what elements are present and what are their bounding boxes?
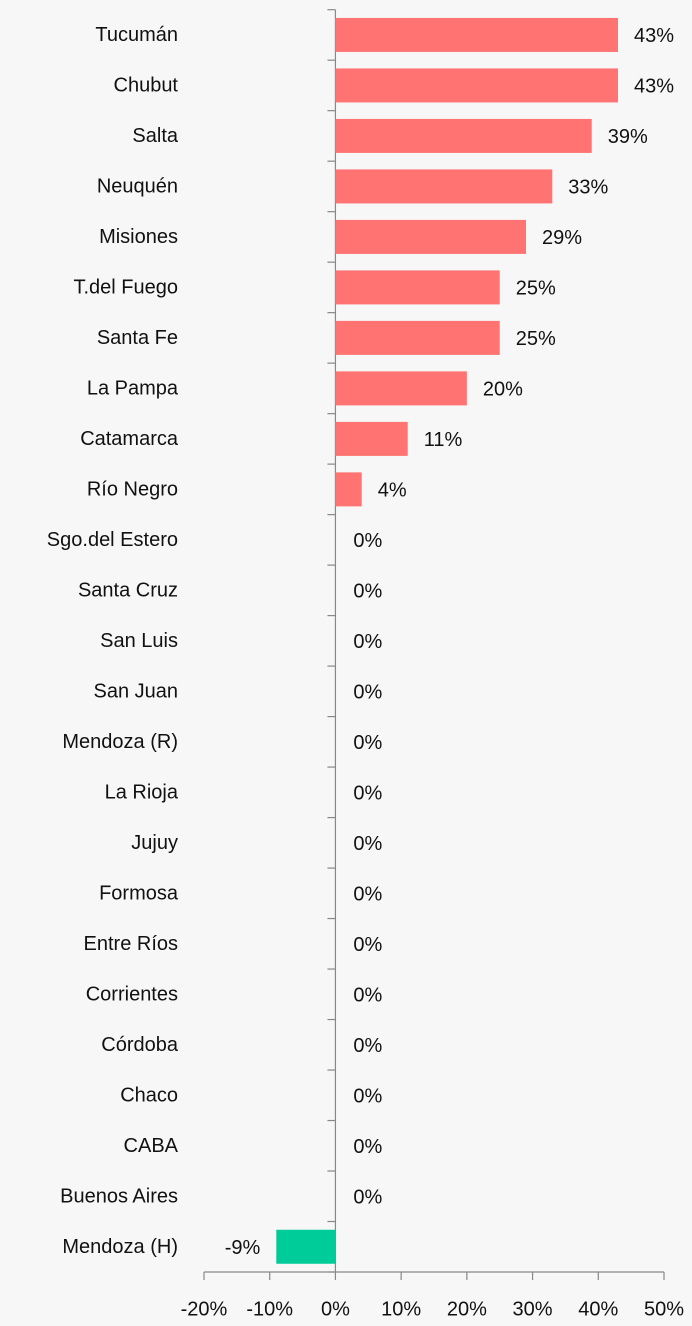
value-label: 0% xyxy=(353,530,382,552)
value-label: 0% xyxy=(353,631,382,653)
value-label: 0% xyxy=(353,833,382,855)
value-label: 0% xyxy=(353,1136,382,1158)
x-tick-label: 30% xyxy=(513,1298,553,1320)
category-label: San Luis xyxy=(100,630,178,652)
category-label: San Juan xyxy=(93,681,178,703)
category-label: Formosa xyxy=(99,883,179,905)
bar xyxy=(276,1229,336,1264)
category-label: Mendoza (R) xyxy=(62,731,178,753)
value-label: 0% xyxy=(353,732,382,754)
category-label: Misiones xyxy=(99,226,178,248)
category-label: T.del Fuego xyxy=(73,277,178,299)
category-label: La Pampa xyxy=(87,378,179,400)
category-label: Jujuy xyxy=(131,832,178,854)
value-label: 0% xyxy=(353,884,382,906)
category-label: Río Negro xyxy=(87,479,178,501)
bar xyxy=(335,169,553,204)
bar xyxy=(335,219,526,254)
category-label: Salta xyxy=(132,125,178,147)
category-label: Santa Fe xyxy=(97,327,178,349)
category-label: Mendoza (H) xyxy=(62,1236,178,1258)
value-label: 0% xyxy=(353,1035,382,1057)
x-tick-label: 40% xyxy=(578,1298,618,1320)
value-label: 29% xyxy=(542,227,582,249)
x-tick-label: 20% xyxy=(447,1298,487,1320)
category-label: Entre Ríos xyxy=(84,933,178,955)
x-tick-label: 50% xyxy=(644,1298,684,1320)
category-label: CABA xyxy=(124,1135,179,1157)
value-label: 20% xyxy=(483,379,523,401)
value-label: 0% xyxy=(353,934,382,956)
x-tick-label: 10% xyxy=(381,1298,421,1320)
category-label: Catamarca xyxy=(80,428,179,450)
value-label: 0% xyxy=(353,985,382,1007)
value-label: 43% xyxy=(634,25,674,47)
x-tick-label: -10% xyxy=(246,1298,293,1320)
value-label: 4% xyxy=(378,480,407,502)
category-label: Buenos Aires xyxy=(60,1186,178,1208)
value-label: 0% xyxy=(353,682,382,704)
value-label: 11% xyxy=(424,429,463,451)
value-label: 39% xyxy=(608,126,648,148)
bar xyxy=(335,472,362,507)
category-label: Corrientes xyxy=(86,984,178,1006)
category-label: Chaco xyxy=(120,1085,178,1107)
value-label: 25% xyxy=(516,278,556,300)
category-label: La Rioja xyxy=(105,782,179,804)
value-label: 0% xyxy=(353,1187,382,1209)
category-label: Chubut xyxy=(114,75,179,97)
value-label: 0% xyxy=(353,783,382,805)
bar xyxy=(335,68,618,103)
category-label: Sgo.del Estero xyxy=(47,529,178,551)
category-label: Santa Cruz xyxy=(78,580,178,602)
bar xyxy=(335,17,618,52)
x-tick-label: 0% xyxy=(321,1298,350,1320)
value-label: 0% xyxy=(353,1086,382,1108)
value-label: 25% xyxy=(516,328,556,350)
value-label: 43% xyxy=(634,76,674,98)
value-label: -9% xyxy=(225,1237,261,1259)
bar xyxy=(335,371,467,406)
value-label: 33% xyxy=(568,177,608,199)
bar xyxy=(335,421,408,456)
bar xyxy=(335,118,592,153)
category-label: Córdoba xyxy=(101,1034,179,1056)
value-label: 0% xyxy=(353,581,382,603)
category-label: Neuquén xyxy=(97,176,178,198)
bar xyxy=(335,270,500,305)
category-label: Tucumán xyxy=(95,24,178,46)
bar xyxy=(335,320,500,355)
x-tick-label: -20% xyxy=(181,1298,228,1320)
